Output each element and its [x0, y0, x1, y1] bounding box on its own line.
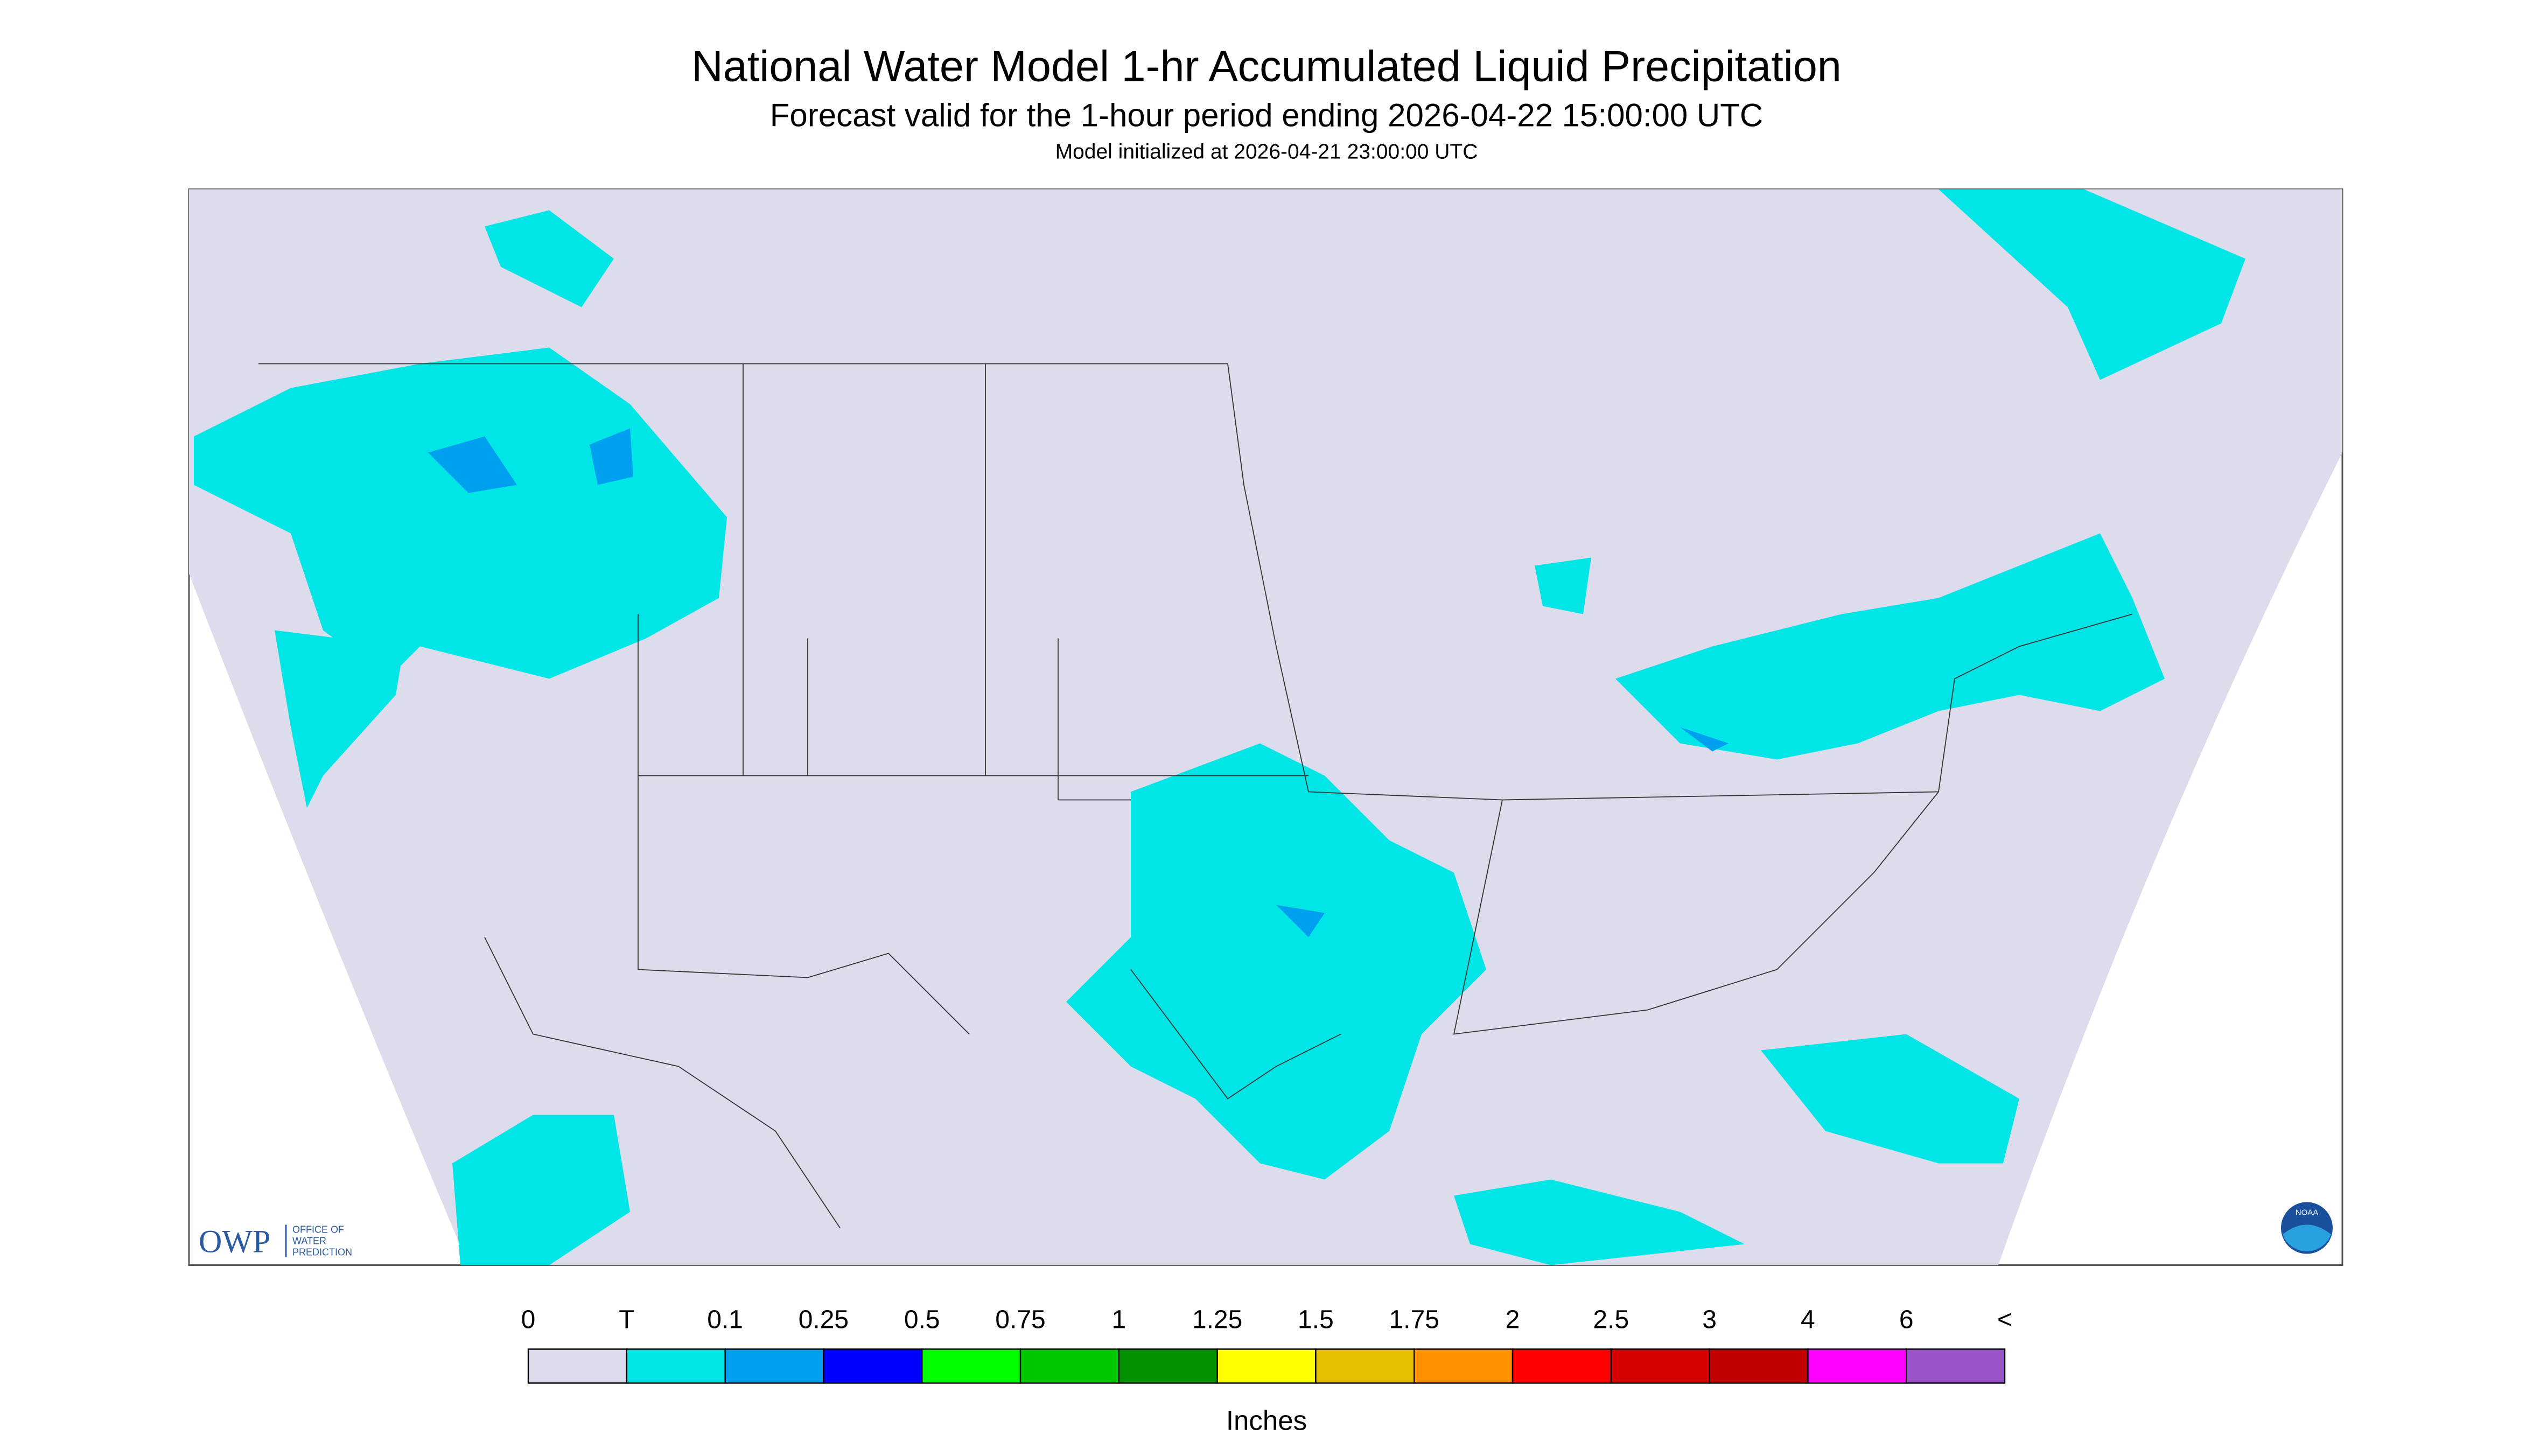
init-time: Model initialized at 2026-04-21 23:00:00… — [1055, 141, 1478, 164]
legend-label: 6 — [1899, 1306, 1914, 1334]
legend-swatch — [1315, 1348, 1415, 1384]
subtitle: Forecast valid for the 1-hour period end… — [770, 97, 1763, 134]
legend-label: 0.1 — [707, 1306, 743, 1334]
legend-swatch — [823, 1348, 923, 1384]
legend: Inches 0 T 0.1 0.25 0.5 0.75 1 1.25 1.5 1.75 2 2.5 3… — [521, 1306, 2012, 1436]
legend-swatch — [724, 1348, 824, 1384]
legend-swatch — [527, 1348, 628, 1384]
legend-label: 3 — [1702, 1306, 1717, 1334]
legend-label: 4 — [1801, 1306, 1815, 1334]
precip-areas — [194, 189, 2245, 1265]
legend-swatch — [1414, 1348, 1514, 1384]
legend-label: 1 — [1111, 1306, 1126, 1334]
legend-label: 1.5 — [1298, 1306, 1334, 1334]
owp-logo-text: OWP — [199, 1224, 270, 1259]
legend-swatch — [1905, 1348, 2006, 1384]
boundaries — [258, 363, 2133, 1228]
legend-swatch — [626, 1348, 726, 1384]
legend-label: T — [619, 1306, 634, 1334]
legend-unit: Inches — [1226, 1405, 1307, 1436]
legend-label: 1.75 — [1389, 1306, 1439, 1334]
legend-label: 2.5 — [1593, 1306, 1629, 1334]
title: National Water Model 1-hr Accumulated Li… — [691, 43, 1842, 91]
legend-swatch — [1216, 1348, 1317, 1384]
owp-line: PREDICTION — [292, 1247, 352, 1258]
legend-swatch — [1709, 1348, 1809, 1384]
owp-line: WATER — [292, 1236, 326, 1247]
legend-label: 1.25 — [1192, 1306, 1242, 1334]
legend-swatch — [1118, 1348, 1218, 1384]
legend-swatch — [1807, 1348, 1907, 1384]
legend-swatch — [921, 1348, 1021, 1384]
model-domain — [189, 189, 2342, 1265]
owp-line: OFFICE OF — [292, 1224, 344, 1235]
map: OWP OFFICE OF WATER PREDICTION NOAA — [188, 188, 2343, 1266]
legend-swatch — [1019, 1348, 1120, 1384]
legend-label: 0.5 — [904, 1306, 940, 1334]
legend-label: 0.25 — [799, 1306, 849, 1334]
legend-label: 2 — [1506, 1306, 1520, 1334]
noaa-logo: NOAA — [2281, 1202, 2333, 1254]
owp-logo: OWP OFFICE OF WATER PREDICTION — [199, 1224, 352, 1259]
noaa-text: NOAA — [2296, 1208, 2319, 1217]
legend-swatch — [1610, 1348, 1710, 1384]
legend-label: < — [1997, 1306, 2012, 1334]
legend-label: 0.75 — [995, 1306, 1045, 1334]
legend-label: 0 — [521, 1306, 536, 1334]
legend-swatch — [1512, 1348, 1612, 1384]
